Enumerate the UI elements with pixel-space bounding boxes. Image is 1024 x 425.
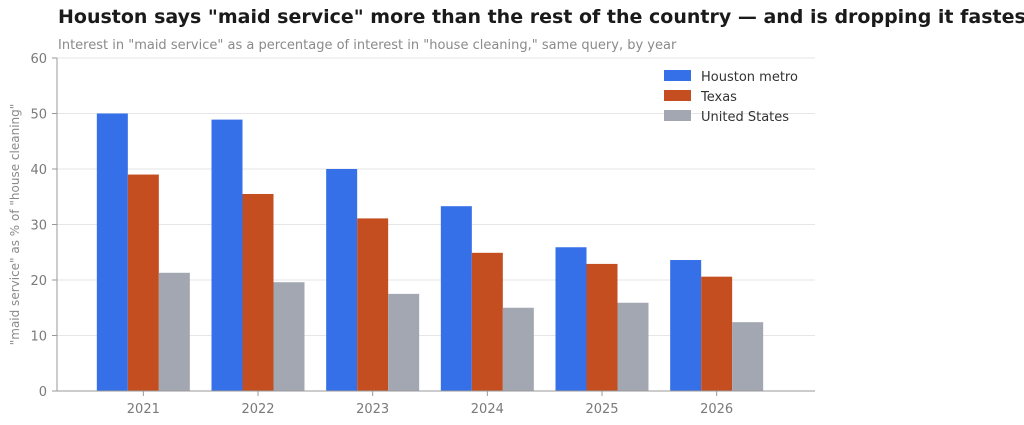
bar-united-states xyxy=(732,322,764,391)
legend-swatch xyxy=(664,70,691,81)
legend-swatch xyxy=(664,90,691,101)
bar-united-states xyxy=(388,293,420,391)
bar-houston-metro xyxy=(555,247,587,391)
y-tick-label: 20 xyxy=(30,274,47,289)
y-tick-label: 0 xyxy=(39,385,47,400)
axes: 0 10 20 30 40 50 60 2021 2022 2023 2024 2025 2026 "ma… xyxy=(8,52,815,417)
x-tick-label: 2026 xyxy=(700,402,733,417)
y-tick-label: 30 xyxy=(30,219,47,234)
bar-houston-metro xyxy=(96,113,128,391)
bar-united-states xyxy=(617,302,649,391)
bars xyxy=(96,113,764,391)
x-tick-label: 2021 xyxy=(127,402,160,417)
bar-texas xyxy=(242,193,274,391)
x-tick-label: 2024 xyxy=(471,402,504,417)
bar-texas xyxy=(701,276,733,391)
bar-houston-metro xyxy=(326,169,358,391)
bar-texas xyxy=(586,263,618,391)
y-tick-label: 10 xyxy=(30,330,47,345)
y-tick-label: 50 xyxy=(30,108,47,123)
y-axis-label: "maid service" as % of "house cleaning" xyxy=(8,104,22,346)
bar-united-states xyxy=(273,282,305,391)
bar-united-states xyxy=(158,272,190,391)
x-tick-label: 2023 xyxy=(356,402,389,417)
y-tick-label: 40 xyxy=(30,163,47,178)
bar-houston-metro xyxy=(211,119,243,391)
chart-subtitle: Interest in "maid service" as a percenta… xyxy=(58,38,677,53)
legend-label: Texas xyxy=(700,90,737,105)
x-tick-label: 2022 xyxy=(241,402,274,417)
bar-houston-metro xyxy=(440,206,472,391)
x-tick-label: 2025 xyxy=(585,402,618,417)
bar-houston-metro xyxy=(670,260,702,391)
bar-texas xyxy=(471,252,503,391)
chart-title: Houston says "maid service" more than th… xyxy=(58,6,1024,28)
y-tick-label: 60 xyxy=(30,52,47,67)
bar-texas xyxy=(357,218,389,391)
bar-texas xyxy=(127,174,159,391)
legend-label: United States xyxy=(701,110,789,125)
bar-united-states xyxy=(502,307,534,391)
legend: Houston metro Texas United States xyxy=(664,70,798,125)
legend-swatch xyxy=(664,110,691,121)
legend-label: Houston metro xyxy=(701,70,798,85)
